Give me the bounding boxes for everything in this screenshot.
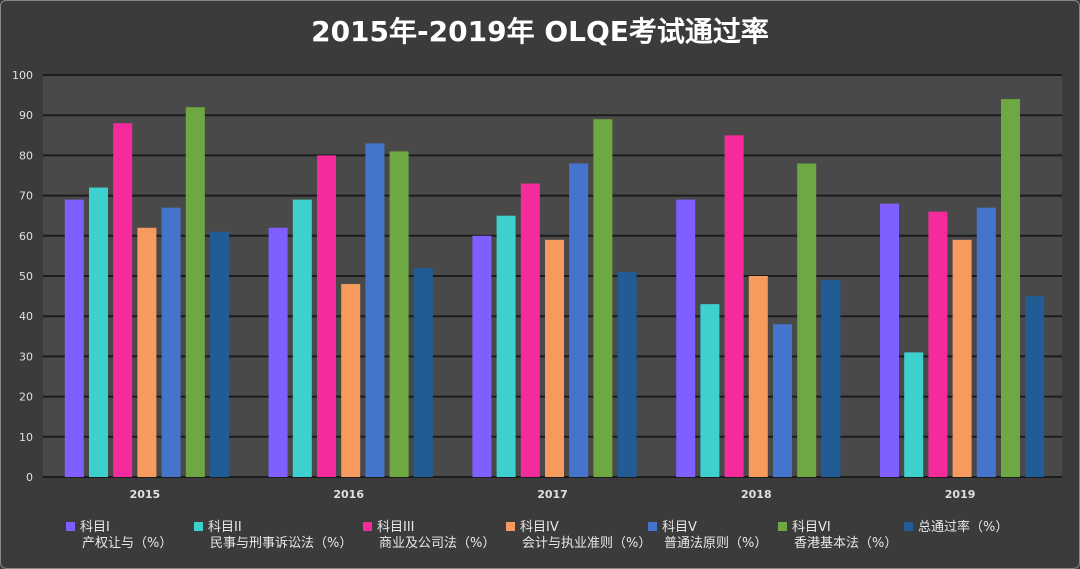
bar-2018-3 xyxy=(724,135,744,478)
bar-2018-7 xyxy=(821,280,841,477)
bar-2015-5 xyxy=(161,207,181,477)
legend-swatch xyxy=(506,522,515,531)
legend-swatch xyxy=(904,522,913,531)
bar-2019-6 xyxy=(1001,99,1020,478)
bar-2015-2 xyxy=(89,187,108,477)
bar-2015-4 xyxy=(137,227,157,477)
legend-label: 科目I xyxy=(80,520,110,535)
bar-2018-1 xyxy=(676,199,696,477)
bar-2019-4 xyxy=(952,239,972,477)
legend-item: 科目II 民事与刑事诉讼法（%） xyxy=(194,520,352,552)
bar-2016-5 xyxy=(365,143,385,477)
y-tick-label: 20 xyxy=(19,391,33,404)
chart-title: 2015年-2019年 OLQE考试通过率 xyxy=(311,15,769,48)
legend-label-sub: 香港基本法（%） xyxy=(794,536,898,551)
y-tick-label: 10 xyxy=(19,431,33,444)
legend-label-sub: 民事与刑事诉讼法（%） xyxy=(210,536,353,551)
x-tick-label: 2017 xyxy=(537,488,568,501)
legend-label: 科目V xyxy=(662,520,697,535)
bar-2017-1 xyxy=(472,235,492,477)
bar-2019-3 xyxy=(928,211,948,477)
legend-label-sub: 普通法原则（%） xyxy=(664,536,768,551)
legend-label-sub: 产权让与（%） xyxy=(82,536,173,551)
legend-swatch xyxy=(648,522,657,531)
bar-2018-6 xyxy=(797,163,817,477)
y-tick-label: 70 xyxy=(19,190,33,203)
legend-label-sub: 会计与执业准则（%） xyxy=(522,536,652,551)
bar-2017-4 xyxy=(545,239,564,477)
bar-2016-4 xyxy=(341,284,361,477)
bar-2016-2 xyxy=(292,199,312,477)
x-tick-label: 2019 xyxy=(945,488,976,501)
y-tick-label: 30 xyxy=(19,350,33,363)
x-tick-label: 2015 xyxy=(130,488,161,501)
bar-2016-6 xyxy=(389,151,409,477)
bar-2017-5 xyxy=(569,163,589,477)
y-tick-label: 80 xyxy=(19,149,33,162)
y-tick-label: 60 xyxy=(19,230,33,243)
x-tick-label: 2016 xyxy=(333,488,364,501)
legend-item: 科目I 产权让与（%） xyxy=(66,520,172,552)
legend-item: 科目V 普通法原则（%） xyxy=(648,520,767,552)
y-tick-label: 50 xyxy=(19,270,33,283)
legend-swatch xyxy=(66,522,75,531)
bar-2015-1 xyxy=(64,199,84,477)
bar-2019-5 xyxy=(976,207,996,477)
legend-swatch xyxy=(363,522,372,531)
y-tick-label: 100 xyxy=(12,69,33,82)
legend-item: 科目IV 会计与执业准则（%） xyxy=(506,520,651,552)
bar-2017-7 xyxy=(617,271,637,477)
y-tick-label: 0 xyxy=(26,471,33,484)
y-tick-label: 90 xyxy=(19,109,33,122)
bar-2016-3 xyxy=(317,155,336,477)
bar-2017-6 xyxy=(593,119,613,477)
legend-label-sub: 商业及公司法（%） xyxy=(379,536,496,551)
bar-2019-2 xyxy=(904,352,924,477)
bar-2019-1 xyxy=(880,203,899,477)
legend-label: 总通过率（%） xyxy=(918,520,1009,535)
legend-item: 总通过率（%） xyxy=(904,520,1008,536)
bar-2017-3 xyxy=(520,183,540,478)
bar-2016-1 xyxy=(268,227,288,477)
bar-2018-2 xyxy=(700,304,720,477)
legend-item: 科目VI 香港基本法（%） xyxy=(778,520,897,552)
legend-label: 科目II xyxy=(208,520,242,535)
bar-2015-7 xyxy=(210,231,229,477)
bar-2017-2 xyxy=(496,215,516,477)
legend-label: 科目VI xyxy=(792,520,831,535)
legend-label: 科目IV xyxy=(520,520,559,535)
x-tick-label: 2018 xyxy=(741,488,772,501)
legend-swatch xyxy=(194,522,203,531)
bar-2016-7 xyxy=(413,267,433,477)
legend-item: 科目III 商业及公司法（%） xyxy=(363,520,495,552)
legend-label: 科目III xyxy=(377,520,415,535)
legend-swatch xyxy=(778,522,787,531)
bar-2019-7 xyxy=(1025,296,1045,477)
bar-2015-3 xyxy=(113,123,133,478)
bar-2015-6 xyxy=(185,107,205,477)
bar-2018-5 xyxy=(773,324,792,477)
y-tick-label: 40 xyxy=(19,310,33,323)
bar-2018-4 xyxy=(748,276,768,477)
